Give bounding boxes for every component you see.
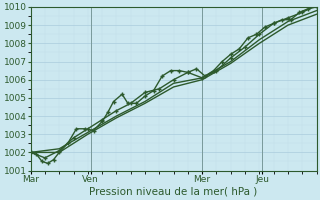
X-axis label: Pression niveau de la mer( hPa ): Pression niveau de la mer( hPa ) <box>90 187 258 197</box>
